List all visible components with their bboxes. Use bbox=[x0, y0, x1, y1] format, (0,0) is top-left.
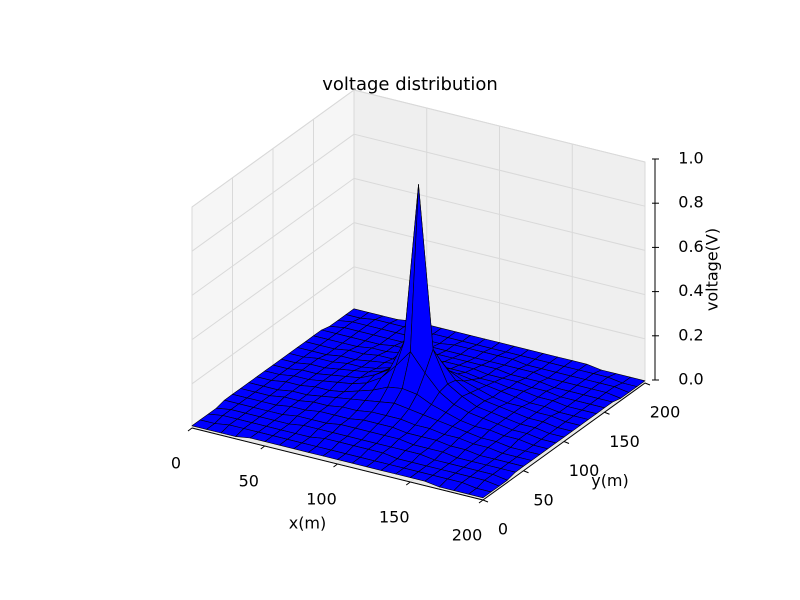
grid-line bbox=[353, 266, 646, 340]
grid-line bbox=[191, 177, 355, 296]
z-tick-label: 1.0 bbox=[678, 149, 703, 168]
x-tick-label: 200 bbox=[452, 526, 483, 545]
z-axis-label: voltage(V) bbox=[703, 228, 722, 311]
z-tick-label: 0.8 bbox=[678, 193, 703, 212]
y-tick bbox=[523, 470, 529, 474]
grid-line bbox=[353, 177, 646, 251]
grid-line bbox=[353, 222, 646, 296]
x-tick-label: 150 bbox=[379, 508, 410, 527]
x-tick-label: 100 bbox=[306, 490, 337, 509]
x-tick bbox=[478, 499, 484, 504]
y-tick bbox=[482, 499, 489, 503]
chart-title: voltage distribution bbox=[322, 74, 498, 95]
z-tick-label: 0.6 bbox=[678, 237, 703, 256]
y-tick bbox=[604, 411, 610, 415]
grid-line bbox=[191, 133, 355, 252]
z-tick-label: 0.2 bbox=[678, 325, 703, 344]
x-tick bbox=[187, 427, 193, 432]
x-tick-label: 50 bbox=[239, 472, 259, 491]
x-tick-label: 0 bbox=[171, 454, 181, 473]
z-tick-label: 0.0 bbox=[678, 370, 703, 389]
x-tick bbox=[333, 463, 338, 468]
grid-line bbox=[191, 266, 355, 385]
grid-line bbox=[353, 133, 646, 207]
z-tick-label: 0.4 bbox=[678, 281, 703, 300]
x-axis-label: x(m) bbox=[289, 514, 327, 533]
y-tick-label: 50 bbox=[533, 490, 553, 509]
y-tick-label: 100 bbox=[569, 461, 600, 480]
y-tick-label: 200 bbox=[650, 403, 681, 422]
grid-line bbox=[353, 89, 646, 163]
y-axis-label: y(m) bbox=[591, 471, 629, 490]
grid-line bbox=[191, 222, 355, 341]
y-tick-label: 150 bbox=[609, 432, 640, 451]
y-tick bbox=[563, 441, 570, 444]
x-tick bbox=[260, 445, 266, 450]
surface-patch bbox=[468, 487, 492, 499]
grid-line bbox=[191, 89, 355, 208]
y-tick bbox=[644, 382, 651, 386]
y-tick-label: 0 bbox=[498, 520, 508, 539]
x-tick bbox=[405, 481, 411, 486]
